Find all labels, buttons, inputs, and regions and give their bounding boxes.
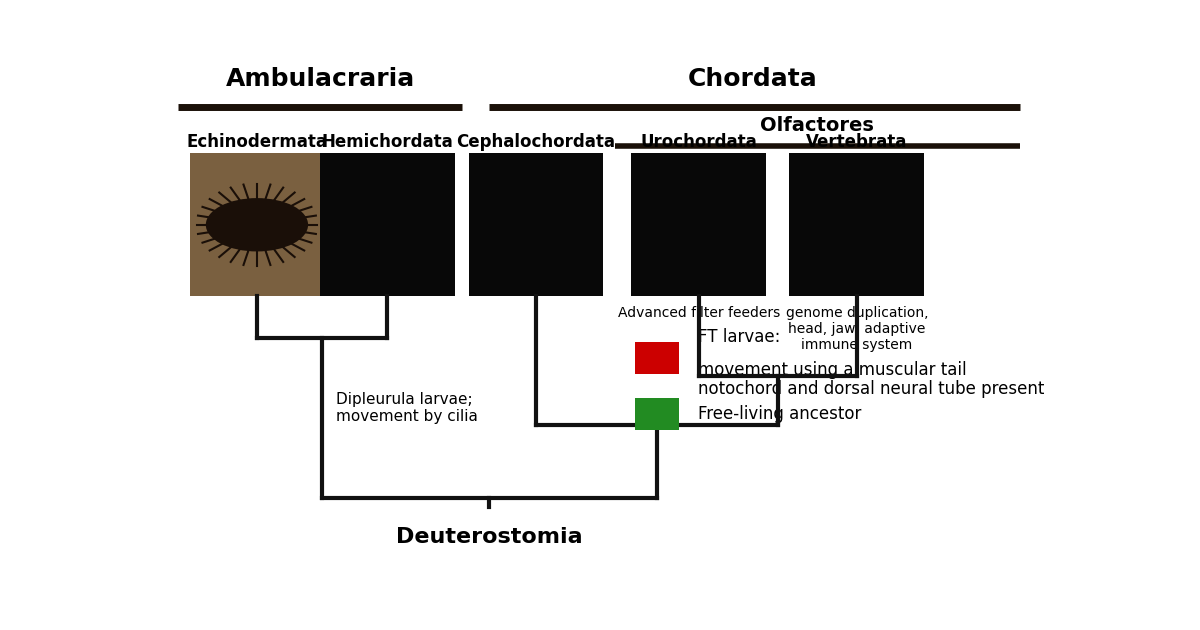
Text: Chordata: Chordata [688,67,817,91]
Bar [635,343,679,374]
Text: Advanced filter feeders: Advanced filter feeders [618,306,780,320]
Text: Hemichordata: Hemichordata [322,133,454,151]
Text: Dipleurula larvae;
movement by cilia: Dipleurula larvae; movement by cilia [336,392,478,424]
Text: Urochordata: Urochordata [641,133,757,151]
Bar [190,153,324,296]
Text: notochord and dorsal neural tube present: notochord and dorsal neural tube present [697,380,1044,398]
Text: Free-living ancestor: Free-living ancestor [697,405,862,423]
Text: genome duplication,
head, jaw, adaptive
immune system: genome duplication, head, jaw, adaptive … [786,306,928,352]
Bar [319,153,455,296]
Bar [635,398,679,430]
Text: Olfactores: Olfactores [760,116,874,135]
Circle shape [206,198,308,251]
Text: Ambulacraria: Ambulacraria [226,67,415,91]
Text: Vertebrata: Vertebrata [806,133,907,151]
Bar [790,153,924,296]
Text: Echinodermata: Echinodermata [186,133,328,151]
Bar [631,153,766,296]
Text: movement using a muscular tail: movement using a muscular tail [697,360,966,379]
Text: FT larvae:: FT larvae: [697,328,780,346]
Text: Cephalochordata: Cephalochordata [456,133,616,151]
Text: Deuterostomia: Deuterostomia [396,527,583,547]
Bar [468,153,604,296]
